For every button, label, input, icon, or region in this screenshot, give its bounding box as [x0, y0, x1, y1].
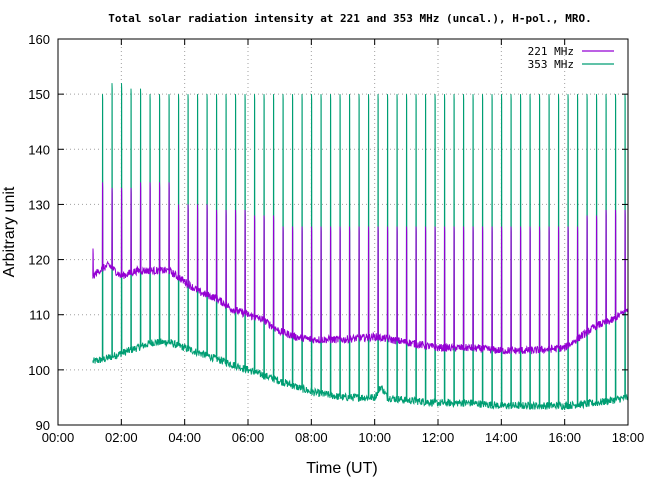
x-tick-label: 14:00	[485, 430, 518, 445]
x-tick-label: 18:00	[612, 430, 645, 445]
legend-label: 221 MHz	[528, 45, 574, 58]
series-line-353-mhz	[92, 83, 629, 411]
x-tick-label: 02:00	[105, 430, 138, 445]
series-line-221-mhz	[92, 182, 629, 355]
y-tick-label: 110	[29, 308, 50, 323]
legend-label: 353 MHz	[528, 58, 574, 71]
plot-frame	[57, 38, 629, 426]
x-tick-label: 04:00	[168, 430, 201, 445]
x-tick-label: 12:00	[422, 430, 455, 445]
x-tick-label: 06:00	[232, 430, 265, 445]
y-tick-label: 100	[28, 363, 50, 378]
y-tick-label: 120	[28, 253, 50, 268]
y-axis-label: Arbitrary unit	[1, 186, 18, 277]
grid	[58, 39, 628, 425]
x-axis-label: Time (UT)	[306, 460, 377, 477]
series-layer	[92, 83, 629, 411]
x-tick-label: 16:00	[548, 430, 581, 445]
x-tick-label: 08:00	[295, 430, 328, 445]
y-tick-label: 130	[28, 197, 50, 212]
y-tick-label: 90	[36, 418, 50, 433]
y-tick-label: 150	[28, 87, 50, 102]
x-tick-label: 00:00	[42, 430, 75, 445]
x-tick-label: 10:00	[358, 430, 391, 445]
chart-title: Total solar radiation intensity at 221 a…	[108, 12, 591, 25]
y-axis: 90 100 110 120 130 140 150 160	[28, 32, 628, 433]
y-tick-label: 160	[28, 32, 50, 47]
x-axis: 00:00 02:00 04:00 06:00 08:00 10:00 12:00 14:00…	[42, 39, 645, 445]
y-tick-label: 140	[28, 142, 50, 157]
